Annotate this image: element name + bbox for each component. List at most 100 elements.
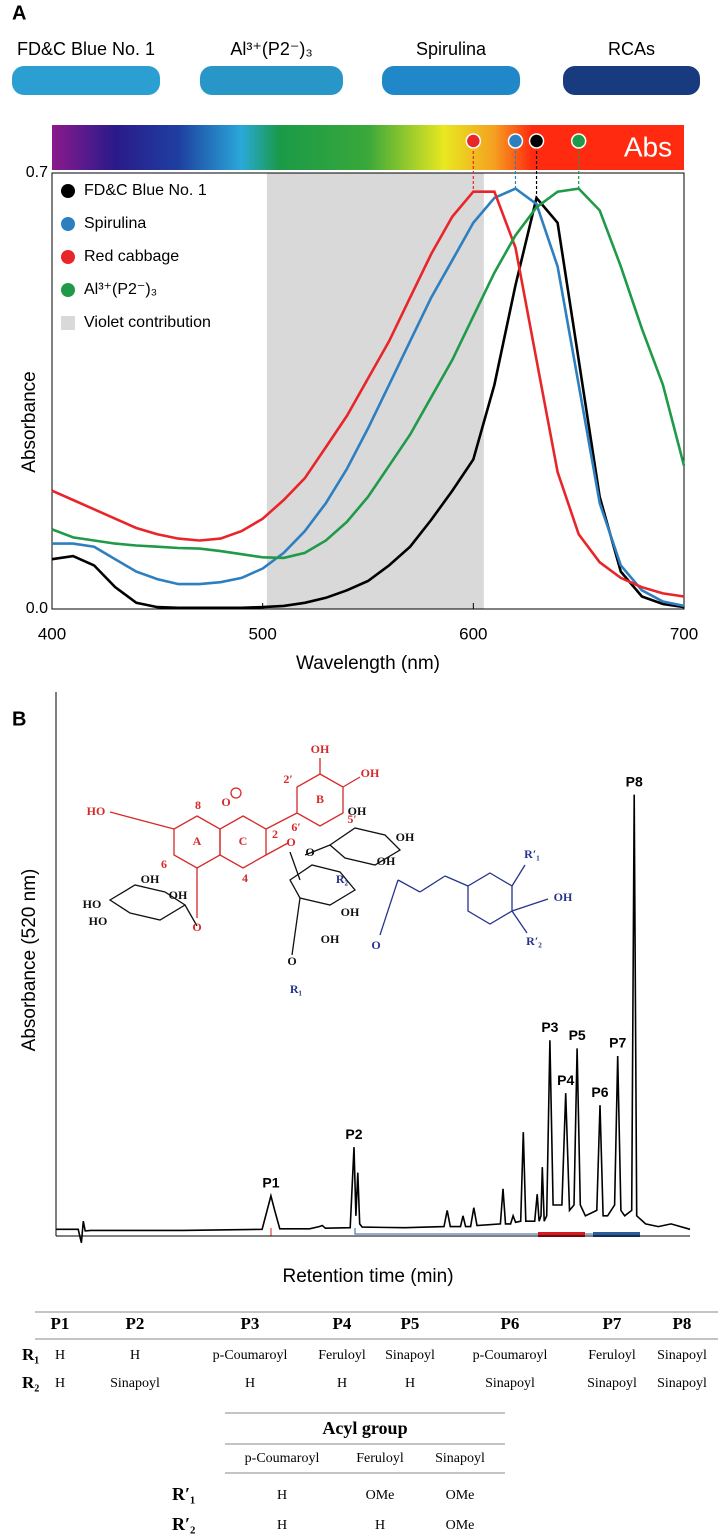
table-cell: p-Coumaroyl [473,1348,548,1363]
structure-label: O [221,795,230,809]
panel-label: A [12,2,26,24]
structure-label: OH [361,766,380,780]
table-cell: H [375,1518,385,1533]
table-header: P1 [51,1314,70,1333]
swatch-label: Al³⁺(P2⁻)₃ [230,39,312,59]
structure-label: 6 [161,857,167,871]
table-header: Feruloyl [356,1451,404,1466]
legend-label: Violet contribution [84,314,211,331]
structure-label: OH [396,830,415,844]
table-header: P8 [673,1314,692,1333]
legend-marker [61,283,75,297]
row-label: R′₂ [172,1514,195,1534]
structure-label: OH [348,804,367,818]
series-line [52,187,685,608]
y-tick-label: 0.0 [26,600,48,617]
table-title: Acyl group [322,1418,407,1438]
table-header: p-Coumaroyl [245,1451,320,1466]
series-line [51,187,686,560]
structure-label: O [192,920,201,934]
peak-marker [507,133,524,149]
table-cell: p-Coumaroyl [213,1348,288,1363]
peak-label: P3 [541,1019,558,1035]
structure-label: O [371,938,380,952]
table-cell: OMe [446,1518,475,1533]
table-cell: Sinapoyl [485,1376,535,1391]
structure-label: 2 [272,827,278,841]
structure-label: B [316,792,324,806]
y-tick-label: 0.7 [26,164,48,181]
structure-label: HO [83,897,102,911]
table-cell: H [245,1376,255,1391]
shaded-region [266,173,484,609]
table-cell: Sinapoyl [110,1376,160,1391]
x-tick-label: 700 [670,624,698,643]
table-cell: H [55,1348,65,1363]
structure-label: OH [377,854,396,868]
x-tick-label: 600 [459,624,487,643]
structure-label: 4 [242,871,248,885]
table-cell: Feruloyl [318,1348,366,1363]
structure-label: C [239,834,248,848]
swatch [563,66,700,95]
table-cell: H [130,1348,140,1363]
table-header: Sinapoyl [435,1451,485,1466]
table-cell: H [277,1518,287,1533]
table-cell: H [55,1376,65,1391]
series-line [51,190,685,598]
structure-label: O [286,835,295,849]
structure-label: A [193,834,202,848]
peak-label: P7 [609,1035,626,1051]
table-cell: Sinapoyl [657,1348,707,1363]
panel-label: B [12,708,26,730]
table-cell: H [405,1376,415,1391]
table-cell: Sinapoyl [657,1376,707,1391]
peak-marker [465,133,482,149]
structure-label: 8 [195,798,201,812]
peak-label: P2 [345,1126,362,1142]
row-label: R′₁ [172,1484,195,1504]
peak-label: P4 [557,1072,574,1088]
structure-label: OH [141,872,160,886]
peak-marker [570,133,587,149]
structure-bonds [108,758,549,956]
table-cell: Feruloyl [588,1348,636,1363]
table-cell: OMe [366,1488,395,1503]
y-axis-title: Absorbance [19,371,40,472]
structure-label: R′₁ [524,847,540,861]
spectrum-bar [52,125,684,170]
plot-frame [51,172,685,610]
series-line [51,195,685,610]
chromatogram [56,794,691,1243]
peak-label: P5 [569,1027,586,1043]
structure-label: 2′ [283,772,292,786]
legend-marker [61,250,75,264]
structure-label: R₁ [290,982,303,996]
legend-label: Spirulina [84,215,146,232]
legend-label: Al³⁺(P2⁻)₃ [84,281,157,298]
table-cell: OMe [446,1488,475,1503]
table-header: P7 [603,1314,622,1333]
table-header: P6 [501,1314,520,1333]
table-header: P5 [401,1314,420,1333]
table-cell: H [337,1376,347,1391]
spectrum-label: Abs [624,131,672,162]
swatch-label: FD&C Blue No. 1 [17,39,155,59]
table-header: P2 [126,1314,145,1333]
peak-label: P8 [626,773,643,789]
swatch [382,66,520,95]
structure-label: OH [341,905,360,919]
structure-label: OH [169,888,188,902]
swatch [200,66,343,95]
row-label: R₁ [22,1345,39,1364]
structure-label: HO [89,914,108,928]
structure-label: 5′ [347,812,356,826]
row-label: R₂ [22,1373,39,1392]
table-header: P3 [241,1314,260,1333]
structure-label: O [305,845,314,859]
x-tick-label: 500 [248,624,276,643]
peak-marker [528,133,545,149]
table-rules [35,1311,718,1474]
table-cell: Sinapoyl [587,1376,637,1391]
table-cell: Sinapoyl [385,1348,435,1363]
